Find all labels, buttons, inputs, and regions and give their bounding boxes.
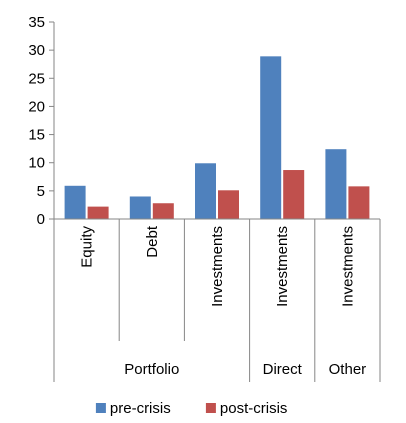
bar-post-crisis-5 [348,186,370,219]
bar-pre-crisis-1 [64,185,86,219]
bar-pre-crisis-5 [325,149,347,219]
x-category-label: Investments [339,226,356,307]
y-tick-label: 0 [37,211,45,228]
legend-swatch-pre-crisis [95,403,106,413]
bar-post-crisis-2 [152,203,174,219]
y-tick-label: 30 [28,42,45,59]
x-group-label: Portfolio [124,361,179,378]
y-tick-label: 15 [28,127,45,144]
bar-post-crisis-3 [218,190,239,219]
legend: pre-crisis post-crisis [95,400,288,417]
x-group-label: Other [329,361,367,378]
y-tick-label: 25 [28,70,45,87]
x-axis: Equity Debt Investments Investments Investme… [53,218,381,382]
x-group-label: Direct [263,361,303,378]
y-axis: 0 5 10 15 20 25 30 35 [28,14,55,228]
bar-pre-crisis-2 [129,196,151,219]
legend-label-pre-crisis: pre-crisis [110,400,171,417]
bar-pre-crisis-4 [260,56,282,219]
bar-post-crisis-1 [87,206,109,219]
legend-swatch-post-crisis [205,403,216,413]
x-category-label: Debt [144,225,161,258]
y-tick-label: 20 [28,98,45,115]
y-tick-label: 5 [37,183,45,200]
x-category-label: Investments [274,226,291,307]
y-tick-label: 35 [28,14,45,31]
bars [64,56,370,219]
x-category-label: Investments [209,226,226,307]
x-category-label: Equity [79,226,96,268]
y-tick-label: 10 [28,155,45,172]
bar-post-crisis-4 [283,170,305,219]
legend-label-post-crisis: post-crisis [220,400,288,417]
bar-pre-crisis-3 [195,163,216,219]
